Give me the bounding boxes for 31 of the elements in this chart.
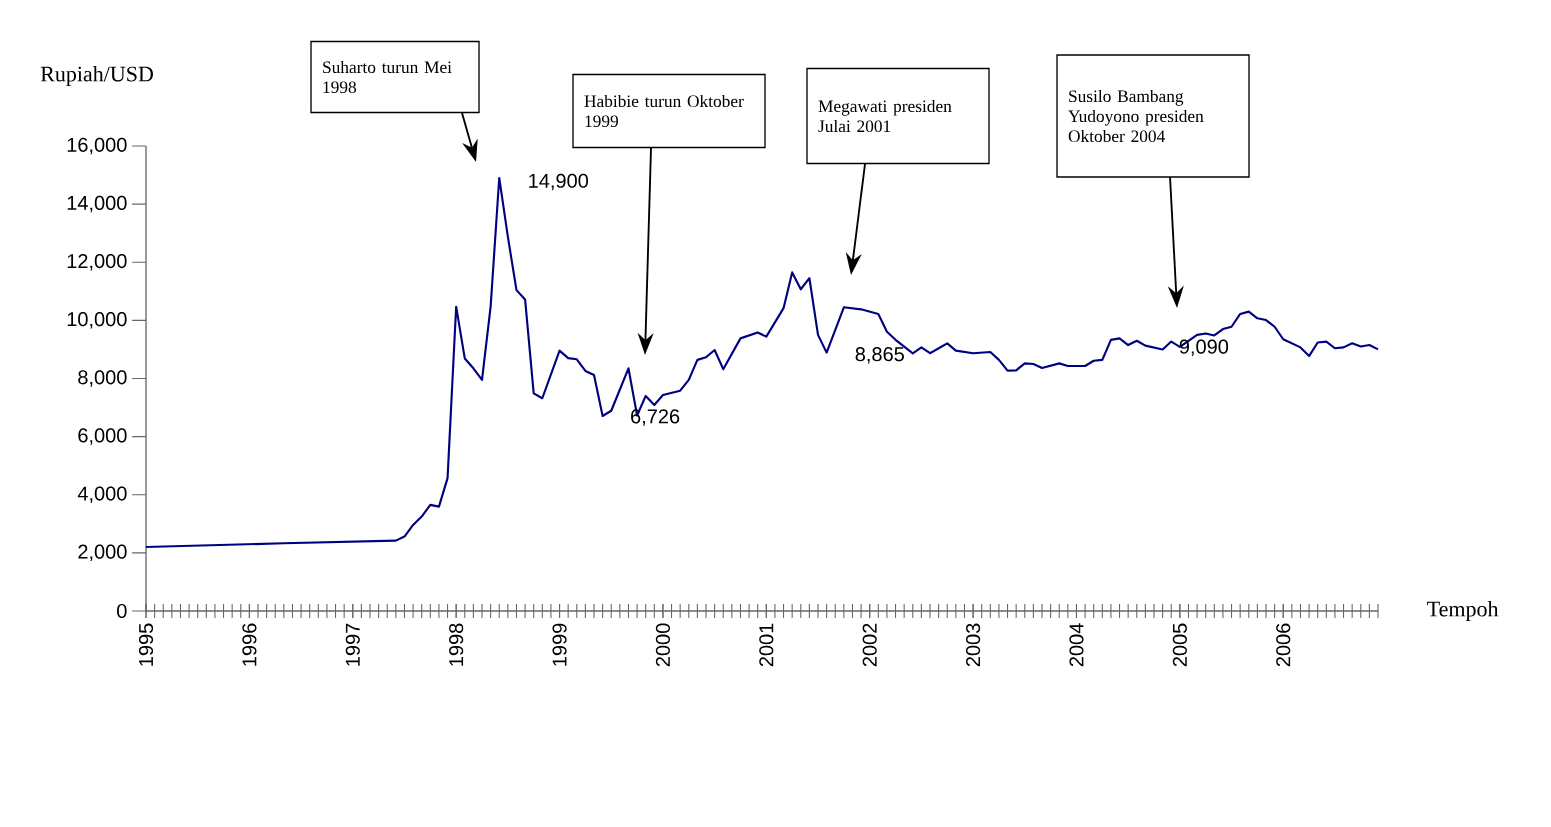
x-axis-title: Tempoh [1427,601,1499,621]
x-tick-label: 2002 [862,623,877,667]
annotation: 6,726 [631,409,680,426]
y-tick-label: 10,000 [67,312,127,329]
y-tick-label: 6,000 [78,428,127,445]
text: Susilo Bambang Yudoyono presiden Oktober 2004 [1068,89,1204,143]
y-tick-label: 2,000 [78,544,127,562]
y-tick-label: 16,000 [67,137,127,155]
x-tick-label: 1997 [345,623,360,666]
y-tick-label: 8,000 [78,370,127,387]
x-tick-label: 2001 [759,623,774,667]
text: Suharto turun Mei 1998 [323,60,452,94]
x-tick-label: 2000 [655,623,671,667]
y-tick-label: 4,000 [77,486,127,503]
text: Habibie turun Oktober 1999 [584,94,744,128]
y-axis-title: Rupiah/USD [40,66,153,86]
annotation: 8,865 [855,347,904,364]
x-tick-label: 1996 [242,623,257,666]
annotation: 14,900 [529,173,589,191]
y-tick-label: 14,000 [67,195,127,213]
x-tick-label: 2004 [1069,623,1084,667]
text: Megawati presiden Julai 2001 [818,99,952,133]
x-tick-label: 2006 [1276,623,1291,667]
x-tick-label: 1998 [449,623,464,666]
x-tick-label: 1995 [138,623,154,666]
annotation: 9,090 [1179,339,1229,357]
y-tick-label: 0 [117,603,127,619]
x-tick-label: 2005 [1172,623,1187,667]
x-tick-label: 1999 [552,623,567,666]
y-tick-label: 12,000 [67,253,127,271]
x-tick-label: 2003 [966,623,981,667]
